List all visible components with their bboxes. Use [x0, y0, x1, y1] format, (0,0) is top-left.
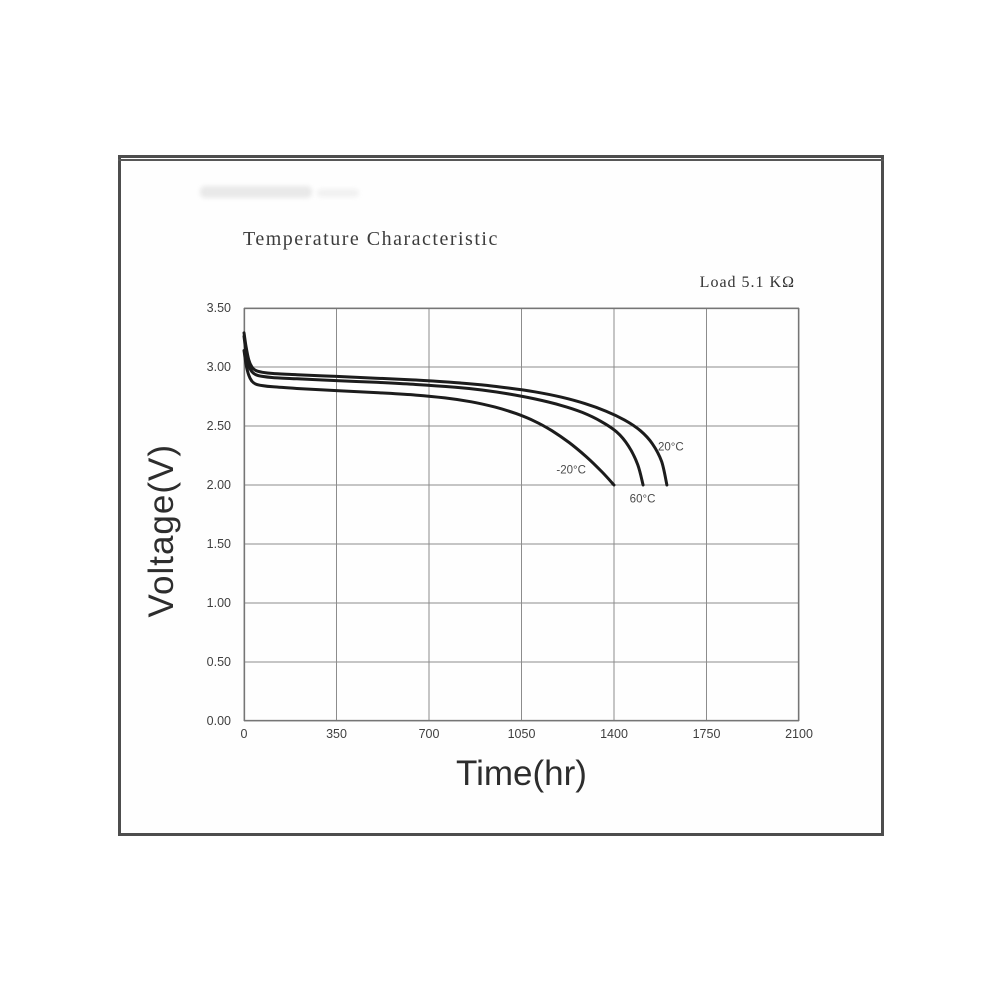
curve-20c — [242, 349, 616, 487]
x-tick-label: 1400 — [600, 727, 628, 741]
y-tick-label: 2.00 — [206, 478, 231, 492]
series-label: -20°C — [556, 464, 586, 477]
y-tick-label: 2.50 — [206, 419, 231, 433]
plot-area: 3.50 3.00 2.50 2.00 1.50 1.00 0.50 0.00 0 350 700 1… — [207, 302, 813, 740]
y-tick-label: 3.00 — [206, 360, 231, 374]
curve-20c — [242, 331, 669, 487]
x-tick-label: 700 — [418, 727, 440, 741]
y-tick-label: 1.00 — [206, 596, 231, 610]
y-tick-label: 0.00 — [206, 714, 231, 728]
y-tick-label: 0.50 — [206, 655, 231, 669]
y-tick-label: 1.50 — [206, 537, 231, 551]
y-tick-label: 3.50 — [206, 301, 231, 315]
x-tick-label: 350 — [326, 727, 347, 741]
x-tick-label: 0 — [240, 727, 248, 741]
y-axis-title: Voltage(V) — [131, 324, 193, 737]
x-tick-label: 2100 — [785, 727, 813, 741]
x-tick-label: 1750 — [692, 727, 721, 741]
frame-top-rule — [118, 159, 884, 161]
scan-smudge — [317, 189, 359, 197]
series-label: 20°C — [657, 441, 684, 454]
load-annotation: Load 5.1 KΩ — [699, 274, 795, 291]
curve-60c — [242, 334, 645, 487]
y-axis-title-text: Voltage(V) — [142, 443, 181, 618]
plot-border — [243, 307, 800, 722]
chart-title: Temperature Characteristic — [243, 228, 499, 250]
x-tick-label: 1050 — [507, 727, 536, 741]
series-label: 60°C — [629, 493, 656, 506]
document-frame: Temperature Characteristic Load 5.1 KΩ V… — [118, 155, 884, 836]
x-axis-title: Time(hr) — [456, 754, 587, 793]
chart-canvas — [242, 307, 800, 722]
scan-smudge — [200, 186, 312, 198]
